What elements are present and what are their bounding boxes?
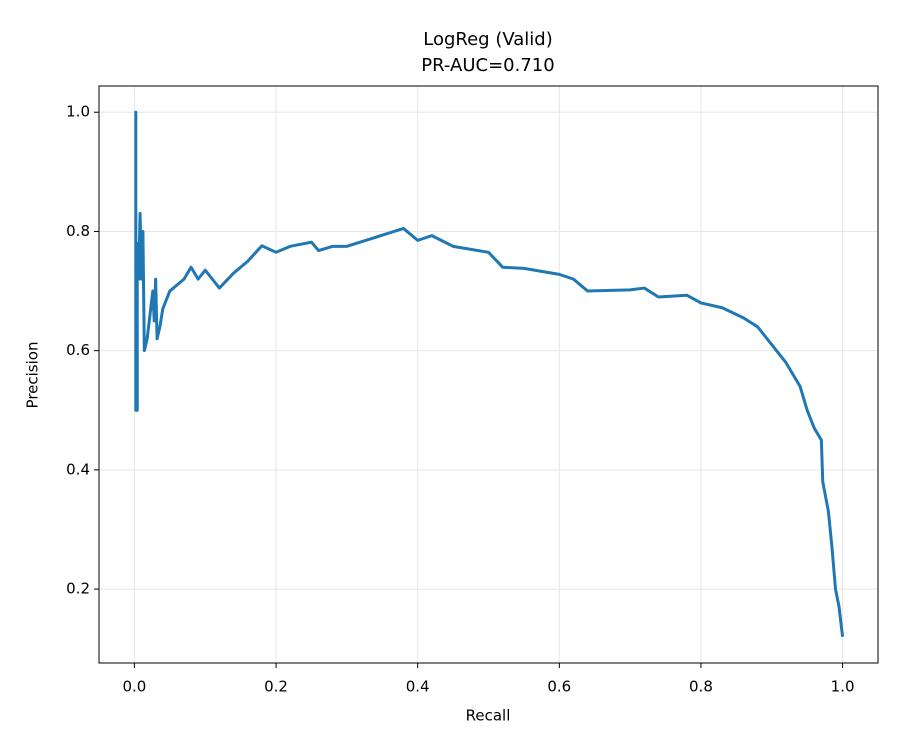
- x-tick-label: 0.0: [122, 678, 146, 696]
- chart-title: LogReg (Valid): [423, 29, 553, 50]
- y-tick-label: 1.0: [66, 103, 90, 121]
- y-tick-label: 0.4: [66, 460, 90, 478]
- chart-subtitle: PR-AUC=0.710: [421, 55, 554, 76]
- y-tick-label: 0.8: [66, 222, 90, 240]
- pr-curve: [134, 110, 845, 637]
- y-tick-label: 0.2: [66, 580, 90, 598]
- axes-frame: [98, 85, 879, 664]
- x-tick-label: 0.8: [689, 678, 713, 696]
- x-tick-label: 0.2: [264, 678, 288, 696]
- x-tick-label: 0.4: [406, 678, 430, 696]
- x-axis-label: Recall: [466, 707, 511, 725]
- x-tick-label: 0.6: [547, 678, 571, 696]
- y-axis-label: Precision: [24, 342, 42, 409]
- y-tick-label: 0.6: [66, 341, 90, 359]
- x-tick-label: 1.0: [831, 678, 855, 696]
